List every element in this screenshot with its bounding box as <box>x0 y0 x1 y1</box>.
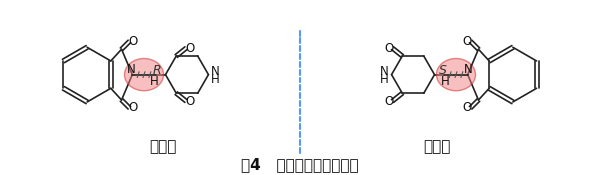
Text: O: O <box>128 35 138 48</box>
Text: H: H <box>441 75 449 88</box>
Text: N: N <box>464 63 473 76</box>
Text: O: O <box>185 94 194 108</box>
Text: O: O <box>462 35 472 48</box>
Text: 图4   沙利度胺的分子结构: 图4 沙利度胺的分子结构 <box>241 157 359 172</box>
Text: 致畸剂: 致畸剂 <box>423 139 451 154</box>
Ellipse shape <box>436 58 476 91</box>
Text: O: O <box>384 42 393 55</box>
Text: R: R <box>152 64 161 77</box>
Ellipse shape <box>124 58 164 91</box>
Text: S: S <box>439 64 447 77</box>
Text: 镇定剂: 镇定剂 <box>149 139 177 154</box>
Text: N: N <box>127 63 136 76</box>
Text: O: O <box>384 94 393 108</box>
Text: N: N <box>211 65 220 78</box>
Text: O: O <box>128 101 138 114</box>
Text: N: N <box>380 65 389 78</box>
Text: H: H <box>151 75 159 88</box>
Text: O: O <box>185 42 194 55</box>
Text: O: O <box>462 101 472 114</box>
Text: H: H <box>380 73 389 86</box>
Text: H: H <box>211 73 220 86</box>
